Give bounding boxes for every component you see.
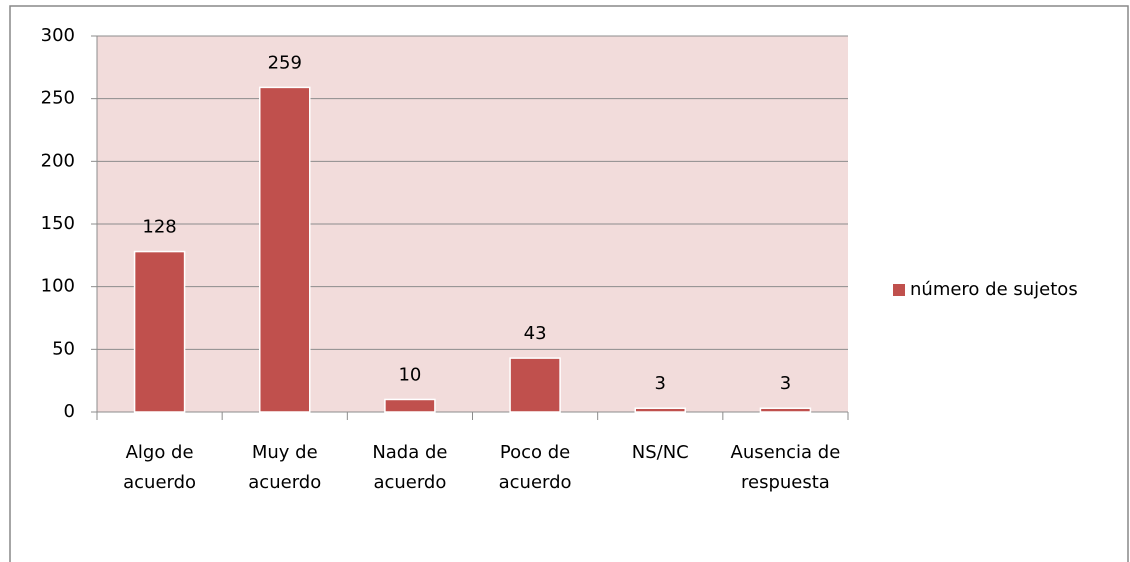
x-tick-label: Muy de acuerdo	[248, 442, 322, 493]
data-label: 259	[268, 52, 302, 73]
legend-swatch	[893, 284, 905, 296]
x-tick-label: Ausencia de respuesta	[730, 442, 841, 493]
y-tick-label: 0	[64, 401, 75, 422]
data-label: 3	[780, 373, 791, 394]
x-tick-label: Nada de acuerdo	[372, 442, 448, 493]
x-tick-label: Algo de acuerdo	[123, 442, 197, 493]
y-tick-label: 300	[41, 25, 75, 46]
bar	[509, 357, 561, 413]
y-tick-label: 150	[41, 213, 75, 234]
bar	[259, 86, 311, 413]
y-tick-label: 250	[41, 88, 75, 109]
bar	[634, 407, 686, 413]
x-tick-label: NS/NC	[631, 442, 689, 463]
data-label: 43	[524, 323, 547, 344]
x-tick-label: Poco de acuerdo	[498, 442, 572, 493]
y-tick-label: 200	[41, 150, 75, 171]
data-label: 128	[142, 217, 176, 238]
bar	[133, 250, 186, 413]
bar	[759, 407, 812, 413]
legend-label: número de sujetos	[910, 279, 1078, 300]
data-label: 3	[655, 373, 666, 394]
bar	[384, 398, 436, 413]
data-label: 10	[398, 364, 421, 385]
chart-border	[9, 5, 1129, 562]
y-tick-label: 100	[41, 276, 75, 297]
y-tick-label: 50	[52, 338, 75, 359]
